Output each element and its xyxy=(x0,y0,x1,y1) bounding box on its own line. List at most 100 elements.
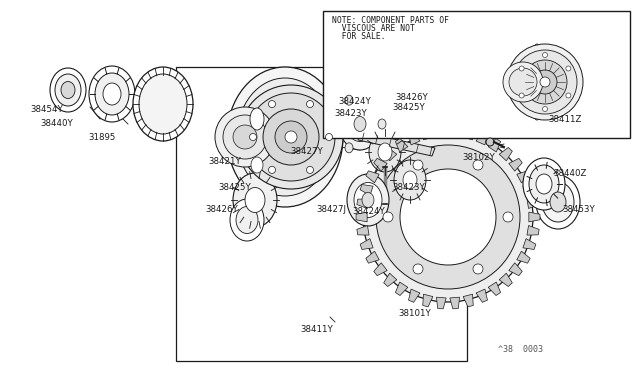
Text: 38454Y: 38454Y xyxy=(30,106,63,115)
Circle shape xyxy=(503,212,513,222)
Polygon shape xyxy=(488,138,500,152)
Polygon shape xyxy=(356,212,367,222)
Ellipse shape xyxy=(133,67,193,141)
Ellipse shape xyxy=(230,199,264,241)
Polygon shape xyxy=(527,199,539,208)
Text: 38424Y: 38424Y xyxy=(338,97,371,106)
Ellipse shape xyxy=(233,173,277,227)
Ellipse shape xyxy=(61,81,75,99)
Circle shape xyxy=(503,62,543,102)
Ellipse shape xyxy=(345,95,353,105)
Ellipse shape xyxy=(347,174,389,226)
Circle shape xyxy=(566,66,571,71)
Text: 38102Y: 38102Y xyxy=(462,153,495,161)
Circle shape xyxy=(383,212,393,222)
Polygon shape xyxy=(366,171,380,183)
Ellipse shape xyxy=(542,182,574,222)
Circle shape xyxy=(473,160,483,170)
Polygon shape xyxy=(509,158,522,171)
Ellipse shape xyxy=(103,83,121,105)
Ellipse shape xyxy=(139,74,187,134)
Circle shape xyxy=(566,93,571,98)
Polygon shape xyxy=(527,225,539,235)
Polygon shape xyxy=(499,147,512,161)
Circle shape xyxy=(473,264,483,274)
Text: 38427J: 38427J xyxy=(316,205,346,214)
Circle shape xyxy=(513,50,577,114)
Polygon shape xyxy=(450,125,460,137)
Text: 38426Y: 38426Y xyxy=(395,93,428,103)
Circle shape xyxy=(486,138,494,146)
Circle shape xyxy=(275,121,307,153)
Ellipse shape xyxy=(378,119,386,129)
Ellipse shape xyxy=(378,143,392,161)
Ellipse shape xyxy=(245,187,265,212)
Ellipse shape xyxy=(369,132,401,172)
Text: 38440Z: 38440Z xyxy=(553,170,586,179)
Ellipse shape xyxy=(428,101,448,127)
Circle shape xyxy=(413,160,423,170)
Polygon shape xyxy=(476,289,488,302)
Circle shape xyxy=(247,93,335,181)
Polygon shape xyxy=(488,282,500,295)
Ellipse shape xyxy=(536,175,580,229)
Circle shape xyxy=(269,100,275,108)
Circle shape xyxy=(540,77,550,87)
Polygon shape xyxy=(396,138,408,152)
Polygon shape xyxy=(408,132,420,145)
Ellipse shape xyxy=(345,143,353,153)
Polygon shape xyxy=(499,273,512,286)
Polygon shape xyxy=(463,294,473,307)
Ellipse shape xyxy=(550,192,566,212)
Circle shape xyxy=(263,109,319,165)
Ellipse shape xyxy=(55,74,81,106)
Ellipse shape xyxy=(529,165,559,203)
Circle shape xyxy=(363,132,533,302)
Ellipse shape xyxy=(89,66,135,122)
Circle shape xyxy=(269,166,275,173)
Text: 38423Y: 38423Y xyxy=(334,109,367,119)
Text: 31895: 31895 xyxy=(88,132,115,141)
Ellipse shape xyxy=(236,206,258,234)
Circle shape xyxy=(519,66,524,71)
Polygon shape xyxy=(516,251,530,263)
Polygon shape xyxy=(450,297,460,309)
Text: 38426Y: 38426Y xyxy=(205,205,237,215)
Circle shape xyxy=(250,134,257,141)
Polygon shape xyxy=(529,212,540,222)
Circle shape xyxy=(519,93,524,98)
Bar xyxy=(176,67,467,361)
Polygon shape xyxy=(357,225,369,235)
Polygon shape xyxy=(463,127,473,140)
Text: 38411Z: 38411Z xyxy=(548,115,581,125)
Polygon shape xyxy=(423,294,433,307)
Circle shape xyxy=(223,115,267,159)
Text: NOTE: COMPONENT PARTS OF: NOTE: COMPONENT PARTS OF xyxy=(332,16,449,25)
Text: 38101Y: 38101Y xyxy=(398,310,431,318)
Circle shape xyxy=(523,60,567,104)
Text: 38440Y: 38440Y xyxy=(40,119,73,128)
Ellipse shape xyxy=(354,183,382,218)
Polygon shape xyxy=(384,273,397,286)
Text: 38411Y: 38411Y xyxy=(300,326,333,334)
Ellipse shape xyxy=(237,78,333,196)
Circle shape xyxy=(307,100,314,108)
Text: 38427Y: 38427Y xyxy=(290,148,323,157)
Circle shape xyxy=(376,145,520,289)
Circle shape xyxy=(239,85,343,189)
Ellipse shape xyxy=(536,174,552,194)
Polygon shape xyxy=(360,239,373,250)
Text: VISCOUS ARE NOT: VISCOUS ARE NOT xyxy=(332,24,415,33)
Circle shape xyxy=(533,70,557,94)
Bar xyxy=(323,11,630,138)
Ellipse shape xyxy=(251,157,263,173)
Ellipse shape xyxy=(403,171,417,189)
Circle shape xyxy=(233,125,257,149)
Ellipse shape xyxy=(420,92,456,136)
Circle shape xyxy=(326,134,333,141)
Ellipse shape xyxy=(95,73,129,115)
Polygon shape xyxy=(360,185,373,195)
Ellipse shape xyxy=(354,116,366,131)
Circle shape xyxy=(543,106,547,112)
Polygon shape xyxy=(374,158,387,171)
